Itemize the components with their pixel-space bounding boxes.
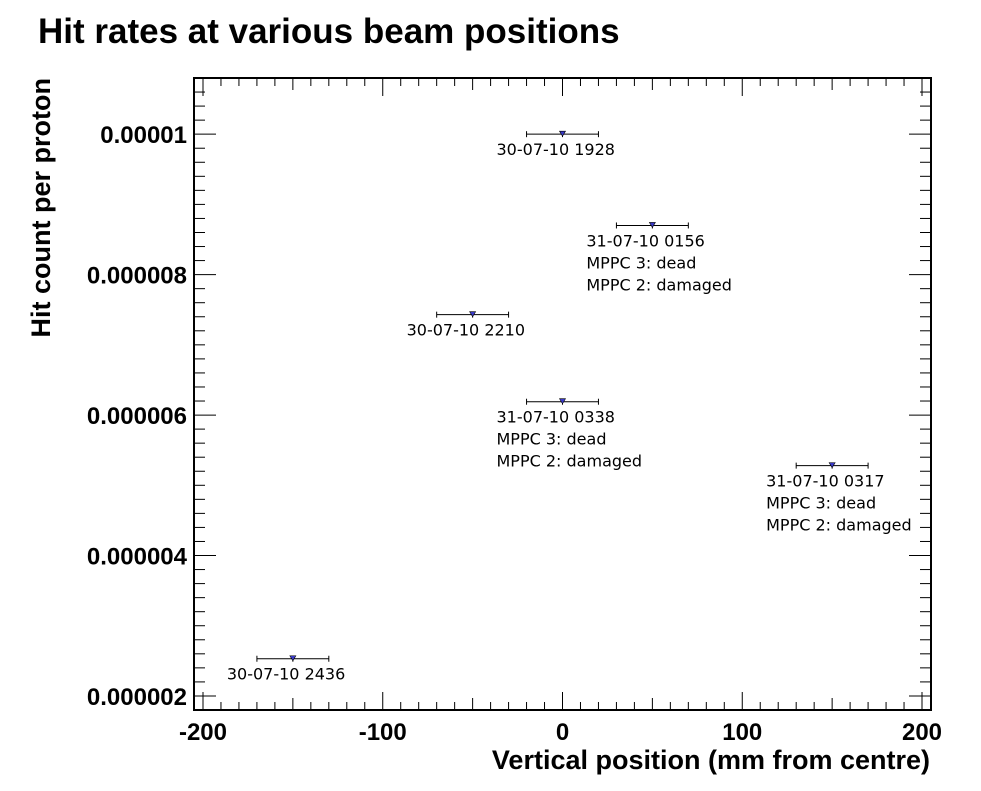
data-point [558,398,567,405]
annotation-line: 31-07-10 0317 [766,472,884,491]
point-annotation: 31-07-10 0317 MPPC 3: dead MPPC 2: damaged [766,472,912,535]
annotation-line: MPPC 2: damaged [497,452,643,471]
point-annotation: 30-07-10 2210 [407,321,525,340]
point-annotation: 30-07-10 1928 [497,140,615,159]
x-tick-label: 0 [556,719,569,746]
y-tick-label: 0.000006 [87,403,187,430]
annotation-line: MPPC 3: dead [766,494,876,513]
annotation-line: MPPC 3: dead [497,430,607,449]
x-tick-labels: -200 -100 0 100 200 [179,719,942,746]
annotation-line: MPPC 3: dead [586,253,696,272]
point-annotation: 31-07-10 0156 MPPC 3: dead MPPC 2: damaged [586,231,732,294]
annotation-line: MPPC 2: damaged [586,275,732,294]
annotation-line: 30-07-10 2210 [407,321,525,340]
x-tick-label: -200 [179,719,227,746]
y-axis-label: Hit count per proton [26,78,56,337]
y-tick-label: 0.00001 [100,122,187,149]
data-point [828,462,836,469]
y-tick-label: 0.000002 [87,684,187,711]
y-tick-labels: 0.000002 0.000004 0.000006 0.000008 0.00001 [87,122,188,711]
point-annotations: 30-07-10 2436 30-07-10 2210 30-07-10 1928 3… [227,140,912,684]
data-points [256,130,869,662]
plot-frame [193,77,932,711]
x-tick-label: 200 [902,719,942,746]
annotation-line: MPPC 2: damaged [766,516,912,535]
x-axis-label: Vertical position (mm from centre) [492,745,930,775]
x-tick-label: 100 [722,719,762,746]
annotation-line: 31-07-10 0338 [497,408,615,427]
annotation-line: 30-07-10 1928 [497,140,615,159]
y-tick-label: 0.000004 [87,544,188,571]
data-point [558,130,567,137]
point-annotation: 31-07-10 0338 MPPC 3: dead MPPC 2: damaged [497,408,643,471]
y-tick-label: 0.000008 [87,263,187,290]
annotation-line: 31-07-10 0156 [586,231,704,250]
annotation-line: 30-07-10 2436 [227,665,345,684]
axis-ticks [194,77,931,711]
data-point [289,655,297,662]
x-tick-label: -100 [359,719,407,746]
chart-title: Hit rates at various beam positions [38,12,620,51]
data-point [469,311,477,318]
point-annotation: 30-07-10 2436 [227,665,345,684]
data-point [648,222,656,229]
